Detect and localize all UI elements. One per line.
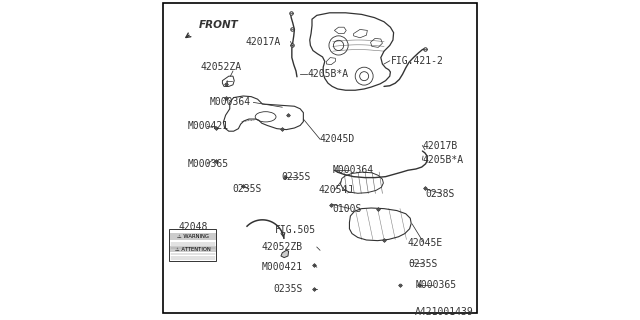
Text: M000364: M000364 bbox=[210, 97, 251, 108]
Text: 0235S: 0235S bbox=[232, 184, 261, 194]
Bar bbox=[170, 233, 216, 240]
Text: 0235S: 0235S bbox=[282, 172, 311, 182]
Text: 42017B: 42017B bbox=[422, 140, 458, 151]
Text: 42054J: 42054J bbox=[319, 185, 354, 196]
Text: 4205B*A: 4205B*A bbox=[422, 155, 463, 165]
Text: 42048: 42048 bbox=[179, 222, 208, 232]
Text: 42045D: 42045D bbox=[320, 134, 355, 144]
Bar bbox=[169, 229, 216, 261]
Text: 4205B*A: 4205B*A bbox=[307, 68, 348, 79]
Text: M000364: M000364 bbox=[333, 165, 374, 175]
Text: 42052ZA: 42052ZA bbox=[200, 62, 241, 72]
Text: 0100S: 0100S bbox=[333, 204, 362, 214]
Text: 0238S: 0238S bbox=[426, 188, 455, 199]
Text: ⚠ WARNING: ⚠ WARNING bbox=[177, 234, 209, 239]
Text: 0235S: 0235S bbox=[408, 259, 437, 269]
Text: A421001439: A421001439 bbox=[415, 307, 474, 317]
Text: FIG.421-2: FIG.421-2 bbox=[390, 56, 444, 66]
Polygon shape bbox=[281, 250, 289, 258]
Text: 42017A: 42017A bbox=[246, 36, 281, 47]
Text: FRONT: FRONT bbox=[198, 20, 238, 30]
Text: 0235S: 0235S bbox=[273, 284, 302, 294]
Text: 42045E: 42045E bbox=[408, 238, 444, 248]
Text: M000365: M000365 bbox=[416, 280, 457, 291]
Text: FIG.505: FIG.505 bbox=[275, 225, 316, 236]
Text: M000421: M000421 bbox=[187, 121, 228, 132]
Text: M000421: M000421 bbox=[261, 262, 302, 272]
Bar bbox=[170, 246, 216, 252]
Text: 42052ZB: 42052ZB bbox=[261, 242, 302, 252]
Text: M000365: M000365 bbox=[187, 159, 228, 169]
Text: ⚠ ATTENTION: ⚠ ATTENTION bbox=[175, 247, 211, 252]
